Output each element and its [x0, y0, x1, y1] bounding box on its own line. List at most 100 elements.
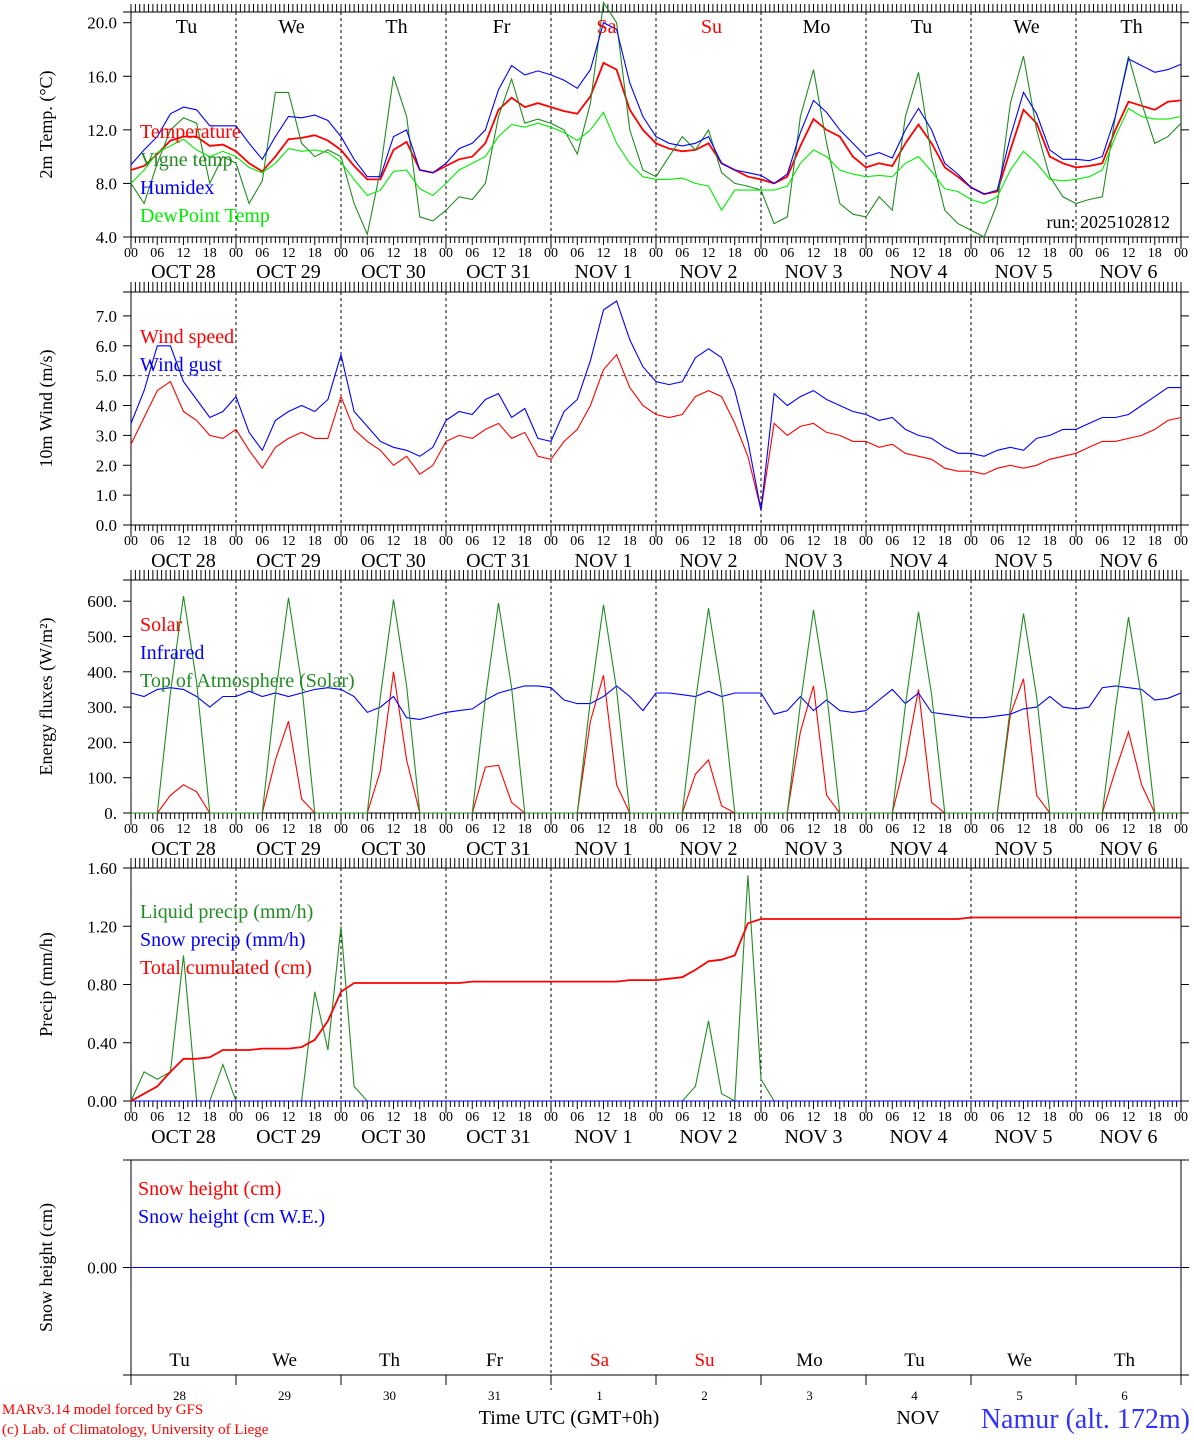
y-tick-label: 0.00 [87, 1092, 117, 1111]
hour-label: 18 [518, 246, 532, 261]
hour-label: 06 [780, 822, 794, 837]
hour-label: 06 [675, 246, 689, 261]
date-label: NOV 6 [1100, 838, 1158, 860]
date-label: NOV 1 [575, 550, 633, 572]
date-label: OCT 28 [151, 261, 216, 283]
hour-label: 12 [387, 534, 401, 549]
hour-label: 00 [964, 534, 978, 549]
hour-label: 12 [387, 246, 401, 261]
date-label: OCT 29 [256, 261, 321, 283]
hour-label: 18 [518, 1110, 532, 1125]
date-label: NOV 3 [785, 838, 843, 860]
hour-label: 06 [1095, 534, 1109, 549]
hour-label: 00 [439, 1110, 453, 1125]
y-tick-label: 4.0 [96, 228, 117, 247]
hour-label: 00 [229, 1110, 243, 1125]
hour-label: 12 [1122, 1110, 1136, 1125]
hour-label: 00 [754, 1110, 768, 1125]
hour-label: 18 [518, 822, 532, 837]
hour-label: 18 [938, 246, 952, 261]
day-name: Fr [493, 16, 511, 38]
series-infrared [130, 685, 1182, 720]
date-label: NOV 2 [680, 550, 738, 572]
legend-entry: DewPoint Temp [140, 205, 270, 227]
legend-entry: Snow height (cm W.E.) [138, 1206, 325, 1228]
y-tick-label: 0.0 [96, 516, 117, 535]
date-label: OCT 28 [151, 838, 216, 860]
date-label: NOV 5 [995, 261, 1053, 283]
hour-label: 18 [728, 1110, 742, 1125]
hour-label: 00 [754, 822, 768, 837]
hour-label: 00 [754, 246, 768, 261]
day-name: Su [694, 1350, 715, 1371]
hour-label: 00 [544, 534, 558, 549]
panel-3 [123, 858, 1189, 1113]
hour-label: 06 [885, 534, 899, 549]
hour-label: 18 [833, 822, 847, 837]
hour-label: 00 [1174, 1110, 1188, 1125]
y-axis-label: Energy fluxes (W/m²) [36, 617, 57, 775]
y-tick-label: 200. [87, 733, 117, 752]
legend-entry: Snow height (cm) [138, 1178, 281, 1200]
hour-label: 06 [150, 822, 164, 837]
hour-label: 18 [938, 1110, 952, 1125]
day-name: Mo [803, 16, 831, 38]
date-label: NOV 5 [995, 1126, 1053, 1148]
hour-label: 18 [413, 1110, 427, 1125]
hour-label: 12 [597, 534, 611, 549]
hour-label: 00 [754, 534, 768, 549]
day-number: 2 [701, 1388, 708, 1403]
series-top-of-atmosphere-solar- [131, 595, 1181, 814]
day-number: 3 [806, 1388, 813, 1403]
hour-label: 06 [990, 246, 1004, 261]
day-name: Tu [911, 16, 933, 38]
legend-entry: Total cumulated (cm) [140, 957, 312, 979]
date-label: OCT 30 [361, 261, 426, 283]
day-name: Fr [486, 1350, 504, 1371]
y-tick-label: 20.0 [87, 14, 117, 33]
hour-label: 18 [1148, 822, 1162, 837]
hour-label: 12 [702, 1110, 716, 1125]
hour-label: 06 [570, 822, 584, 837]
hour-label: 18 [203, 246, 217, 261]
hour-label: 06 [255, 246, 269, 261]
date-label: NOV 3 [785, 1126, 843, 1148]
y-axis-label: Precip (mm/h) [36, 932, 57, 1036]
y-tick-label: 16.0 [87, 67, 117, 86]
hour-label: 00 [124, 1110, 138, 1125]
legend-entry: Solar [140, 614, 183, 636]
hour-label: 18 [1043, 246, 1057, 261]
y-tick-label: 6.0 [96, 337, 117, 356]
month-label: NOV [896, 1407, 940, 1429]
hour-label: 18 [1043, 1110, 1057, 1125]
day-number: 4 [911, 1388, 918, 1403]
station-name: Namur (alt. 172m) [981, 1404, 1190, 1435]
y-tick-label: 7.0 [96, 307, 117, 326]
series-temperature [130, 61, 1182, 196]
date-label: OCT 28 [151, 1126, 216, 1148]
hour-label: 12 [1017, 1110, 1031, 1125]
hour-label: 06 [150, 534, 164, 549]
legend-entry: Vigne temp [140, 149, 233, 171]
hour-label: 12 [912, 534, 926, 549]
day-name: We [278, 16, 304, 38]
hour-label: 18 [308, 246, 322, 261]
day-name: Th [379, 1350, 401, 1371]
hour-label: 06 [465, 1110, 479, 1125]
hour-label: 06 [360, 1110, 374, 1125]
hour-label: 06 [570, 1110, 584, 1125]
hour-label: 00 [1069, 246, 1083, 261]
hour-label: 12 [492, 1110, 506, 1125]
hour-label: 12 [387, 1110, 401, 1125]
series-humidex [130, 21, 1182, 195]
hour-label: 06 [360, 534, 374, 549]
date-label: NOV 1 [575, 1126, 633, 1148]
hour-label: 18 [938, 822, 952, 837]
hour-label: 12 [177, 1110, 191, 1125]
hour-label: 12 [177, 534, 191, 549]
y-tick-label: 1.0 [96, 486, 117, 505]
hour-label: 12 [1017, 822, 1031, 837]
y-tick-label: 0.00 [87, 1259, 117, 1278]
lab-credit: (c) Lab. of Climatology, University of L… [2, 1422, 269, 1438]
date-label: NOV 5 [995, 550, 1053, 572]
